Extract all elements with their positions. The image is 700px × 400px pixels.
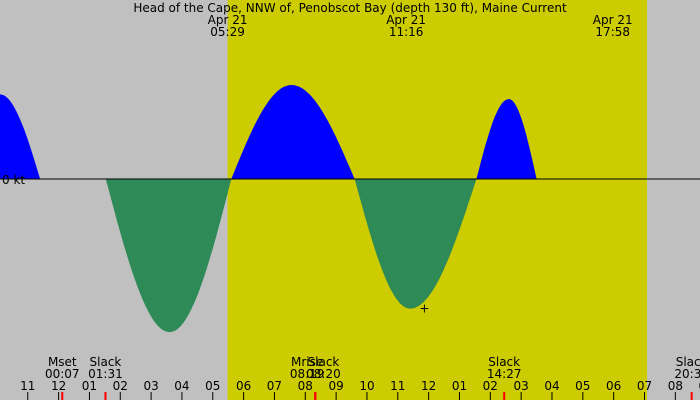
hour-tick-label: 10 xyxy=(359,379,374,393)
current-marker: + xyxy=(419,302,429,316)
hour-tick-label: 02 xyxy=(483,379,498,393)
header-event-time: 11:16 xyxy=(389,25,424,39)
hour-tick-label: 11 xyxy=(20,379,35,393)
header-event-date: Apr 21 xyxy=(593,13,633,27)
bottom-event-label: Slack xyxy=(90,355,122,369)
bottom-event-label: Mrise xyxy=(291,355,323,369)
hour-tick-label: 12 xyxy=(51,379,66,393)
hour-tick-label: 07 xyxy=(637,379,652,393)
ebb-area xyxy=(105,179,232,333)
hour-tick-label: 12 xyxy=(421,379,436,393)
bottom-event-label: Slack xyxy=(488,355,520,369)
hour-tick-label: 07 xyxy=(267,379,282,393)
header-event-time: 05:29 xyxy=(210,25,245,39)
bottom-event-time: 01:31 xyxy=(88,367,123,381)
hour-tick-label: 01 xyxy=(452,379,467,393)
hour-tick-label: 06 xyxy=(606,379,621,393)
bottom-event-time: 00:07 xyxy=(45,367,80,381)
flood-area xyxy=(231,85,355,179)
hour-tick-label: 03 xyxy=(143,379,158,393)
ebb-area xyxy=(354,179,477,309)
bottom-event-time: 08:20 xyxy=(306,367,341,381)
hour-tick-label: 11 xyxy=(390,379,405,393)
zero-label: 0 kt xyxy=(2,173,25,187)
flood-area xyxy=(0,94,41,179)
hour-tick-label: 03 xyxy=(514,379,529,393)
hour-tick-label: 08 xyxy=(298,379,313,393)
bottom-event-time: 20:32 xyxy=(674,367,700,381)
bottom-event-time: 08:19 xyxy=(290,367,325,381)
hour-tick-label: 09 xyxy=(699,379,700,393)
header-event-date: Apr 21 xyxy=(386,13,426,27)
hour-tick-label: 01 xyxy=(82,379,97,393)
hour-tick-label: 06 xyxy=(236,379,251,393)
header-event-date: Apr 21 xyxy=(208,13,248,27)
hour-tick-label: 08 xyxy=(668,379,683,393)
hour-tick-label: 05 xyxy=(575,379,590,393)
bottom-event-label: Slack xyxy=(308,355,340,369)
hour-tick-label: 02 xyxy=(113,379,128,393)
bottom-events: Mset00:07Slack01:31Mrise08:19Slack08:20S… xyxy=(45,355,700,381)
bottom-event-label: Mset xyxy=(48,355,77,369)
bottom-event-label: Slack xyxy=(676,355,700,369)
hour-ticks: 11 12 01 02 03 04 05 06 07 08 09 10 11 12 01 02 03 04 05 06… xyxy=(20,379,700,400)
chart-title: Head of the Cape, NNW of, Penobscot Bay … xyxy=(133,1,567,15)
bottom-event-time: 14:27 xyxy=(487,367,522,381)
hour-tick-label: 04 xyxy=(544,379,559,393)
hour-tick-label: 05 xyxy=(205,379,220,393)
flood-area xyxy=(476,99,537,179)
hour-tick-label: 09 xyxy=(328,379,343,393)
current-areas xyxy=(0,85,537,333)
hour-tick-label: 04 xyxy=(174,379,189,393)
header-event-time: 17:58 xyxy=(595,25,630,39)
